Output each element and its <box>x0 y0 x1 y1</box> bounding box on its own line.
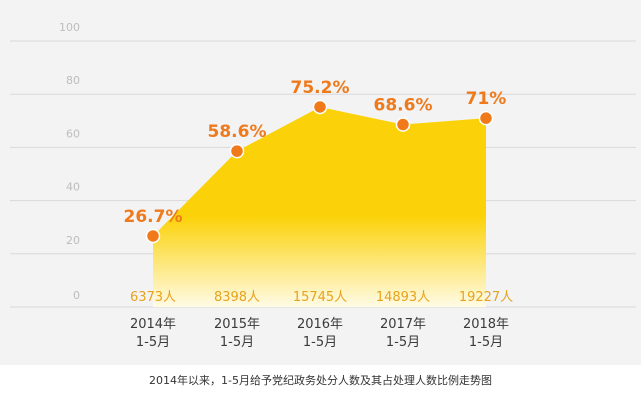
category-label-year: 2014年 <box>130 317 176 332</box>
category-label-year: 2015年 <box>214 317 260 332</box>
category-label-period: 1-5月 <box>386 335 420 350</box>
count-label: 8398人 <box>214 290 260 305</box>
area-chart: 100 80 60 40 20 0 26.7% 58.6% 75.2% 68.6% 71% 6373… <box>0 0 641 365</box>
data-point-marker <box>395 117 411 132</box>
chart-caption: 2014年以来，1-5月给予党纪政务处分人数及其占处理人数比例走势图 <box>149 374 492 387</box>
chart-panel: 100 80 60 40 20 0 26.7% 58.6% 75.2% 68.6% 71% 6373… <box>0 0 641 365</box>
count-label: 19227人 <box>459 290 513 305</box>
y-tick-label: 80 <box>66 74 80 87</box>
count-label: 6373人 <box>130 290 176 305</box>
category-label-period: 1-5月 <box>303 335 337 350</box>
data-point-marker <box>478 110 494 126</box>
category-label-year: 2018年 <box>463 317 509 332</box>
category-label-year: 2017年 <box>380 317 426 332</box>
y-tick-label: 60 <box>66 127 80 140</box>
value-label: 75.2% <box>291 78 350 98</box>
category-label-period: 1-5月 <box>469 335 503 350</box>
y-tick-label: 40 <box>66 181 80 194</box>
count-label: 15745人 <box>293 290 347 305</box>
value-label: 58.6% <box>208 122 267 142</box>
value-label: 26.7% <box>124 207 183 227</box>
data-point-marker <box>312 99 328 115</box>
value-label: 71% <box>466 89 507 109</box>
y-tick-label: 100 <box>59 21 80 34</box>
y-tick-label: 0 <box>73 289 80 302</box>
data-point-marker <box>145 228 161 244</box>
data-point-marker <box>229 143 245 159</box>
value-label: 68.6% <box>374 96 433 116</box>
y-tick-label: 20 <box>66 234 80 247</box>
category-label-year: 2016年 <box>297 317 343 332</box>
count-label: 14893人 <box>376 290 430 305</box>
category-label-period: 1-5月 <box>136 335 170 350</box>
category-label-period: 1-5月 <box>220 335 254 350</box>
